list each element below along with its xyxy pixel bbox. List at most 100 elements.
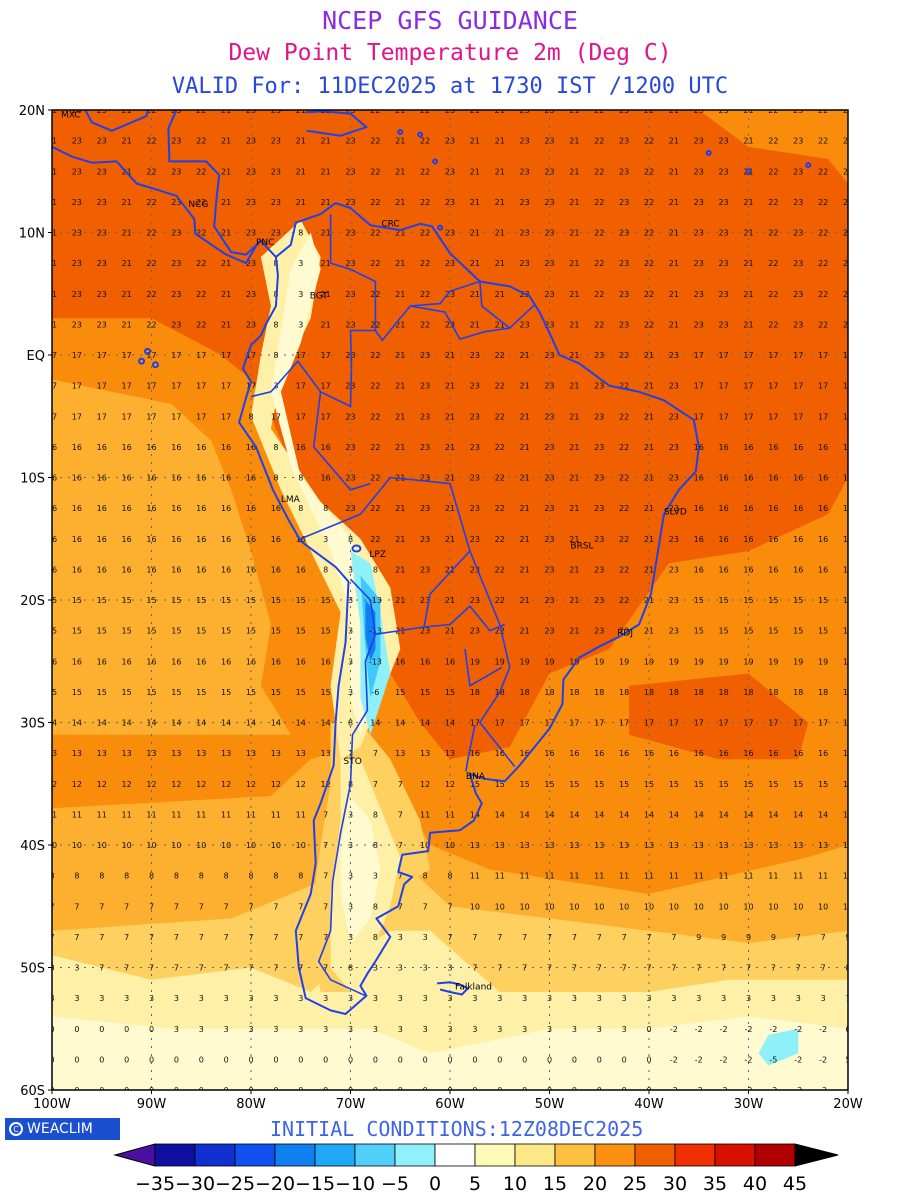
grid-value: 19: [694, 657, 704, 666]
grid-value: 23: [445, 229, 455, 238]
grid-value: 7: [248, 902, 253, 911]
grid-value: 23: [793, 137, 803, 146]
grid-value: 23: [171, 229, 181, 238]
grid-value: 16: [619, 749, 629, 758]
grid-value: 17: [321, 412, 331, 421]
grid-value: 23: [345, 229, 355, 238]
grid-value: 23: [544, 474, 554, 483]
grid-value: 3: [373, 964, 378, 973]
grid-value: 16: [743, 749, 753, 758]
grid-value: 15: [495, 780, 505, 789]
grid-value: 8: [273, 320, 278, 329]
grid-value: 10: [420, 841, 430, 850]
grid-value: 23: [97, 290, 107, 299]
latitude-label: 20S: [20, 594, 45, 609]
grid-value: 23: [793, 259, 803, 268]
grid-value: 3: [348, 933, 353, 942]
grid-value: 7: [348, 749, 353, 758]
colorbar-bin: [154, 1143, 196, 1167]
grid-value: 22: [594, 290, 604, 299]
grid-value: 21: [296, 167, 306, 176]
grid-value: 17: [47, 382, 57, 391]
grid-value: 16: [694, 504, 704, 513]
grid-value: 7: [74, 933, 79, 942]
grid-value: 0: [124, 1086, 129, 1095]
grid-value: 22: [370, 443, 380, 452]
grid-value: 23: [97, 137, 107, 146]
colorbar-bin: [714, 1143, 756, 1167]
country-border: [410, 305, 510, 340]
grid-value: 17: [97, 351, 107, 360]
grid-value: 21: [221, 137, 231, 146]
grid-value: 17: [694, 382, 704, 391]
grid-value: 23: [694, 290, 704, 299]
grid-value: 16: [520, 749, 530, 758]
grid-value: 17: [843, 382, 853, 391]
grid-value: 14: [793, 810, 803, 819]
grid-value: 21: [843, 198, 853, 207]
coastlines: [52, 110, 812, 1015]
grid-value: 7: [323, 841, 328, 850]
grid-value: 15: [520, 780, 530, 789]
grid-value: 0: [447, 1086, 452, 1095]
grid-value: 22: [644, 106, 654, 115]
grid-value: 17: [196, 351, 206, 360]
grid-value: 16: [146, 504, 156, 513]
grid-value: 21: [569, 474, 579, 483]
longitude-label: 30W: [734, 1097, 764, 1112]
grid-value: 21: [495, 229, 505, 238]
grid-value: 21: [221, 167, 231, 176]
country-border: [312, 391, 371, 491]
grid-value: 13: [420, 749, 430, 758]
grid-value: 7: [746, 964, 751, 973]
grid-value: 8: [298, 474, 303, 483]
grid-value: 23: [445, 290, 455, 299]
grid-value: 21: [569, 535, 579, 544]
grid-value: 21: [669, 167, 679, 176]
grid-value: 17: [694, 719, 704, 728]
grid-value: 22: [818, 167, 828, 176]
grid-value: 16: [843, 474, 853, 483]
grid-value: 21: [47, 106, 57, 115]
grid-value: 8: [273, 351, 278, 360]
grid-value: 23: [445, 259, 455, 268]
grid-value: 21: [495, 259, 505, 268]
grid-value: 17: [669, 719, 679, 728]
grid-value: 21: [569, 320, 579, 329]
grid-value: 21: [644, 443, 654, 452]
grid-value: 23: [544, 167, 554, 176]
grid-value: 15: [420, 688, 430, 697]
grid-value: 19: [768, 657, 778, 666]
grid-value: 22: [594, 137, 604, 146]
grid-value: 11: [271, 810, 281, 819]
grid-value: 22: [644, 290, 654, 299]
grid-value: 16: [768, 749, 778, 758]
grid-value: 19: [719, 657, 729, 666]
grid-value: 15: [296, 627, 306, 636]
grid-value: 21: [321, 106, 331, 115]
grid-value: 19: [544, 657, 554, 666]
grid-value: 12: [122, 780, 132, 789]
grid-value: 15: [296, 596, 306, 605]
grid-value: 16: [171, 657, 181, 666]
grid-value: 17: [743, 719, 753, 728]
small-island: [705, 149, 712, 156]
grid-value: 17: [122, 351, 132, 360]
map-field: 21 23 23 21 22 23 22 21 23 23 21 21 23 22 21 22 23 21 21 23…: [47, 106, 853, 1095]
grid-value: 14: [843, 810, 853, 819]
grid-value: 21: [520, 443, 530, 452]
grid-value: 22: [146, 290, 156, 299]
grid-value: 16: [246, 565, 256, 574]
grid-value: 15: [818, 596, 828, 605]
grid-value: 7: [547, 964, 552, 973]
grid-value: 21: [221, 229, 231, 238]
grid-value: 15: [544, 780, 554, 789]
grid-value: 23: [520, 229, 530, 238]
grid-value: 14: [495, 810, 505, 819]
grid-value: 3: [671, 994, 676, 1003]
grid-value: 23: [72, 137, 82, 146]
grid-value: 22: [196, 167, 206, 176]
grid-value: 21: [221, 320, 231, 329]
grid-value: 21: [47, 229, 57, 238]
grid-value: 17: [719, 351, 729, 360]
